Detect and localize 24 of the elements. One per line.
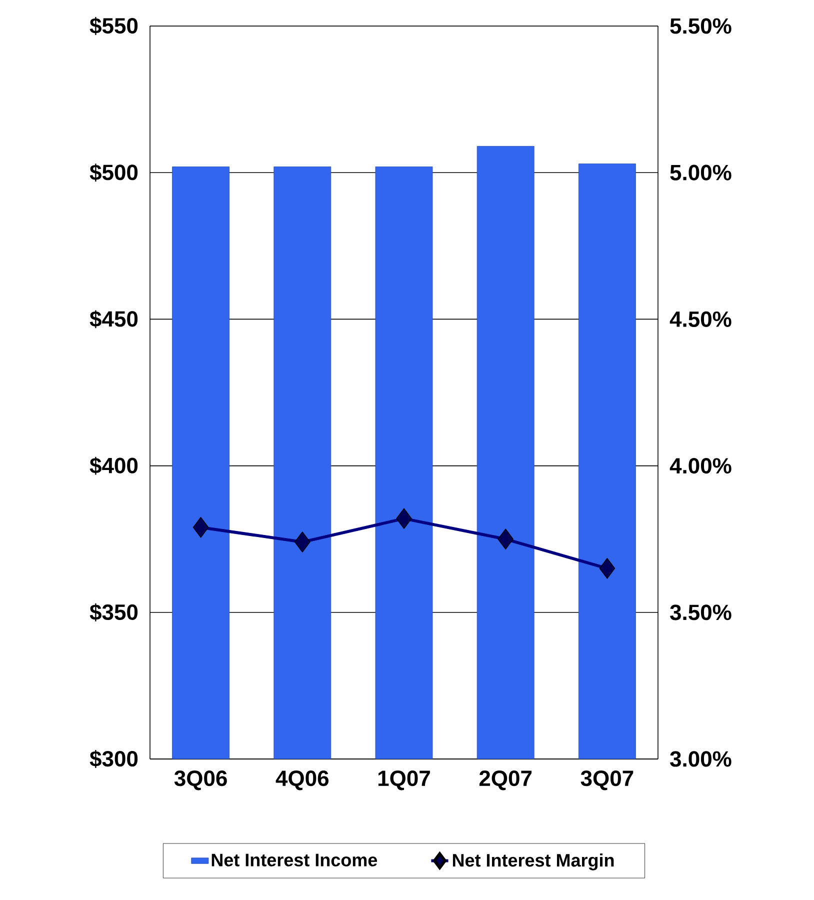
point — [294, 532, 310, 552]
y-tick-label: $400 — [90, 456, 138, 475]
y2-tick-label: 3.00% — [670, 751, 732, 767]
point — [599, 558, 616, 579]
y2-tick-label: 5.50% — [670, 18, 732, 34]
y-tick-label: $500 — [90, 164, 138, 182]
y-tick-label: $350 — [90, 603, 138, 622]
x-tick-label: 4Q06 — [276, 770, 329, 790]
y-tick-label: $550 — [90, 17, 138, 35]
x-tick-label: 3Q07 — [580, 770, 634, 790]
y-tick-label: $450 — [90, 310, 138, 328]
y2-tick-label: 3.50% — [670, 604, 732, 620]
x-tick-label: 1Q07 — [378, 770, 430, 790]
x-tick-label: 3Q06 — [174, 770, 227, 790]
legend-label: Net Interest Income — [212, 854, 378, 866]
point — [498, 528, 514, 550]
y2-tick-label: 4.50% — [670, 311, 732, 327]
legend-label: Net Interest Margin — [452, 853, 614, 870]
y2-tick-label: 4.00% — [670, 458, 732, 474]
y-tick-label: $300 — [90, 750, 138, 768]
point — [192, 516, 209, 538]
point — [396, 508, 412, 529]
x-tick-label: 2Q07 — [479, 770, 532, 790]
y2-tick-label: 5.00% — [670, 164, 732, 180]
